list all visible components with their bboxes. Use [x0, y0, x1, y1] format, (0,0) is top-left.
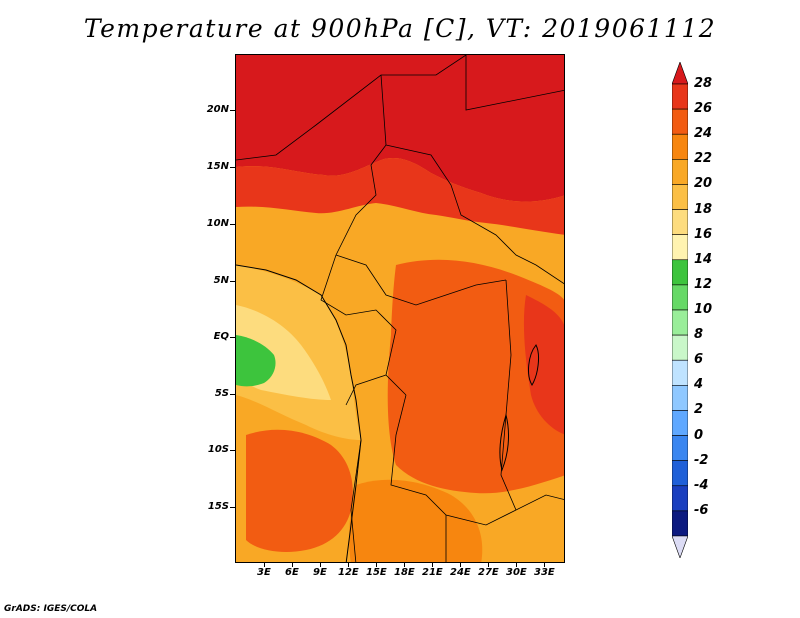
colorbar-swatch — [672, 83, 688, 110]
lon-tick-27e — [488, 563, 489, 567]
lon-tick-33e — [544, 563, 545, 567]
colorbar — [672, 62, 688, 558]
lon-label-12e: 12E — [338, 567, 359, 578]
lake-tanganyika-outline — [499, 413, 510, 472]
colorbar-swatch — [672, 460, 688, 487]
colorbar-level-label: 4 — [694, 377, 704, 393]
colorbar-level-label: -6 — [694, 502, 709, 518]
colorbar-swatch — [672, 410, 688, 436]
colorbar-swatch — [672, 133, 688, 160]
lake-victoria-outline — [528, 344, 540, 386]
colorbar-level-label: -2 — [694, 452, 709, 468]
lon-label-3e: 3E — [257, 567, 271, 578]
field-band-14-coast — [236, 335, 276, 387]
credit-text: GrADS: IGES/COLA — [4, 604, 98, 614]
colorbar-level-label: 22 — [694, 151, 713, 167]
lat-label-10n: 10N — [206, 218, 229, 229]
temperature-field — [236, 55, 564, 562]
lat-label-eq: EQ — [213, 331, 229, 342]
field-band-28 — [236, 55, 564, 202]
field-band-26-east — [523, 295, 564, 435]
lat-label-10s: 10S — [207, 444, 229, 455]
temperature-map[interactable] — [235, 54, 565, 563]
lat-tick-10n — [230, 224, 235, 225]
colorbar-level-label: 0 — [694, 427, 704, 443]
lon-tick-3e — [264, 563, 265, 567]
colorbar-swatch — [672, 259, 688, 286]
colorbar-level-label: 14 — [694, 251, 713, 267]
coastline — [236, 264, 362, 562]
colorbar-swatch — [672, 334, 688, 361]
lon-label-18e: 18E — [394, 567, 415, 578]
lon-tick-15e — [376, 563, 377, 567]
colorbar-swatch — [672, 159, 688, 185]
lon-tick-6e — [292, 563, 293, 567]
colorbar-cap-top — [672, 62, 688, 85]
colorbar-level-label: 20 — [694, 176, 713, 192]
lon-label-24e: 24E — [450, 567, 471, 578]
colorbar-level-label: 24 — [694, 126, 713, 142]
lon-tick-21e — [432, 563, 433, 567]
colorbar-level-label: -4 — [694, 477, 709, 493]
colorbar-swatch — [672, 234, 688, 261]
lat-label-20n: 20N — [206, 104, 229, 115]
colorbar-level-label: 6 — [694, 352, 704, 368]
map-title: Temperature at 900hPa [C], VT: 201906111… — [83, 14, 717, 43]
colorbar-swatch — [672, 485, 688, 512]
lat-tick-20n — [230, 110, 235, 111]
lat-tick-5n — [230, 281, 235, 282]
lat-tick-10s — [230, 450, 235, 451]
colorbar-level-label: 2 — [694, 402, 704, 418]
colorbar-swatch — [672, 359, 688, 386]
colorbar-swatch — [672, 209, 688, 235]
lon-label-33e: 33E — [534, 567, 555, 578]
lat-tick-eq — [230, 337, 235, 338]
country-borders — [236, 55, 564, 562]
lat-tick-5s — [230, 394, 235, 395]
colorbar-cap-bottom — [672, 535, 688, 558]
field-band-24-central — [387, 259, 564, 494]
lat-label-15n: 15N — [206, 161, 229, 172]
colorbar-swatch — [672, 510, 688, 537]
colorbar-level-label: 26 — [694, 101, 713, 117]
field-band-26-north — [236, 158, 564, 235]
lon-tick-24e — [460, 563, 461, 567]
field-band-24-southwest — [246, 429, 353, 552]
lon-tick-12e — [348, 563, 349, 567]
lat-tick-15s — [230, 507, 235, 508]
field-band-22-south — [349, 479, 483, 562]
lon-label-30e: 30E — [506, 567, 527, 578]
lat-label-5s: 5S — [214, 388, 229, 399]
lon-tick-9e — [320, 563, 321, 567]
lon-label-6e: 6E — [285, 567, 299, 578]
lon-tick-30e — [516, 563, 517, 567]
lon-label-27e: 27E — [478, 567, 499, 578]
colorbar-swatch — [672, 309, 688, 336]
lon-label-9e: 9E — [313, 567, 327, 578]
lat-tick-15n — [230, 167, 235, 168]
lat-label-15s: 15S — [207, 501, 229, 512]
lat-label-5n: 5N — [213, 275, 229, 286]
lon-tick-18e — [404, 563, 405, 567]
colorbar-level-label: 16 — [694, 226, 713, 242]
colorbar-level-label: 8 — [694, 327, 704, 343]
colorbar-swatch — [672, 435, 688, 461]
colorbar-swatch — [672, 108, 688, 135]
colorbar-level-label: 12 — [694, 276, 713, 292]
colorbar-swatch — [672, 184, 688, 210]
colorbar-swatch — [672, 284, 688, 311]
lon-label-21e: 21E — [422, 567, 443, 578]
colorbar-level-label: 18 — [694, 201, 713, 217]
colorbar-level-label: 10 — [694, 302, 713, 317]
lon-label-15e: 15E — [366, 567, 387, 578]
colorbar-swatch — [672, 385, 688, 411]
colorbar-level-label: 28 — [694, 76, 713, 91]
